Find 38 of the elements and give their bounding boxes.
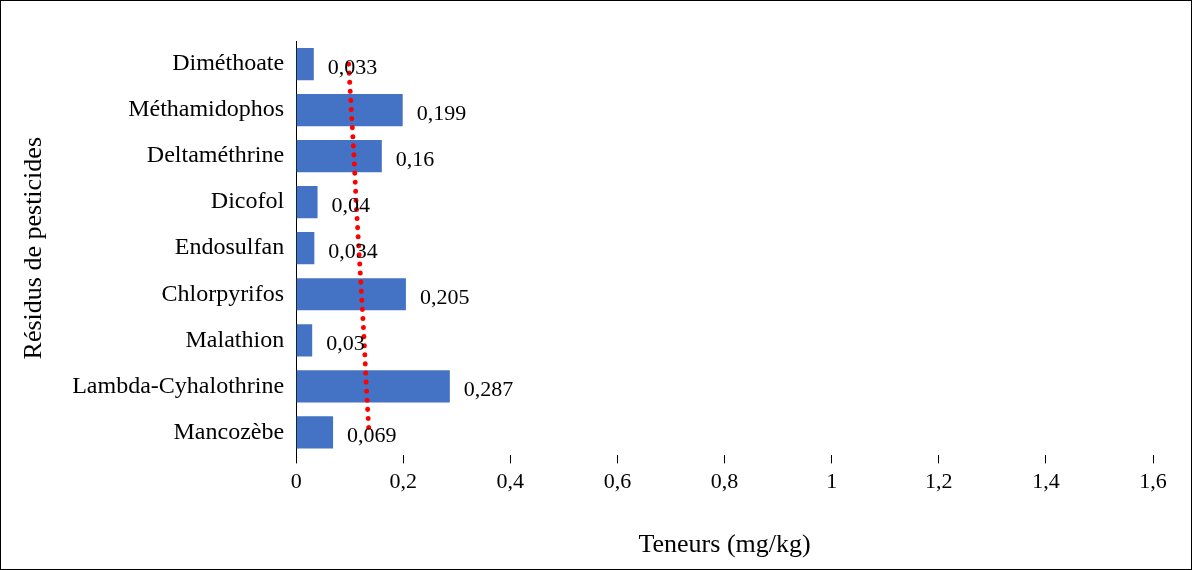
x-tick-label: 0,8 <box>710 468 739 494</box>
x-tick-label: 0,2 <box>389 468 417 494</box>
x-tick-label: 1,2 <box>925 468 953 494</box>
bar <box>296 47 314 81</box>
data-label: 0,04 <box>331 191 371 217</box>
y-tick-label: Mancozèbe <box>173 417 285 444</box>
y-tick-label: Deltaméthrine <box>146 141 285 168</box>
data-label: 0,03 <box>326 330 365 356</box>
y-tick-label: Chlorpyrifos <box>161 279 285 306</box>
data-label: 0,205 <box>419 284 470 310</box>
data-label: 0,199 <box>416 99 467 125</box>
y-tick-label: Méthamidophos <box>128 95 285 122</box>
x-tick-label: 1,6 <box>1139 468 1167 494</box>
bar <box>296 370 450 403</box>
y-tick-label: Malathion <box>185 325 285 352</box>
bar <box>296 140 382 173</box>
bar <box>296 232 315 265</box>
bar <box>296 416 334 449</box>
data-label: 0,034 <box>328 237 378 263</box>
bar <box>296 278 406 311</box>
data-label: 0,16 <box>395 145 435 171</box>
data-label: 0,069 <box>347 422 397 448</box>
x-tick-label: 1,4 <box>1032 468 1060 494</box>
y-tick-label: Diméthoate <box>172 49 285 76</box>
y-tick-label: Dicofol <box>210 187 285 214</box>
bar <box>296 186 318 219</box>
x-tick-label: 0 <box>290 468 302 494</box>
y-tick-label: Lambda-Cyhalothrine <box>72 371 285 398</box>
data-label: 0,287 <box>463 376 514 402</box>
bar <box>296 93 403 127</box>
bar <box>296 324 313 357</box>
x-tick-label: 1 <box>826 468 838 494</box>
x-tick-label: 0,6 <box>603 468 632 494</box>
x-axis-title: Teneurs (mg/kg) <box>638 529 811 559</box>
data-label: 0,033 <box>327 53 378 79</box>
y-axis-title: Résidus de pesticides <box>18 136 48 360</box>
y-tick-label: Endosulfan <box>174 233 285 260</box>
x-tick-label: 0,4 <box>496 468 525 494</box>
